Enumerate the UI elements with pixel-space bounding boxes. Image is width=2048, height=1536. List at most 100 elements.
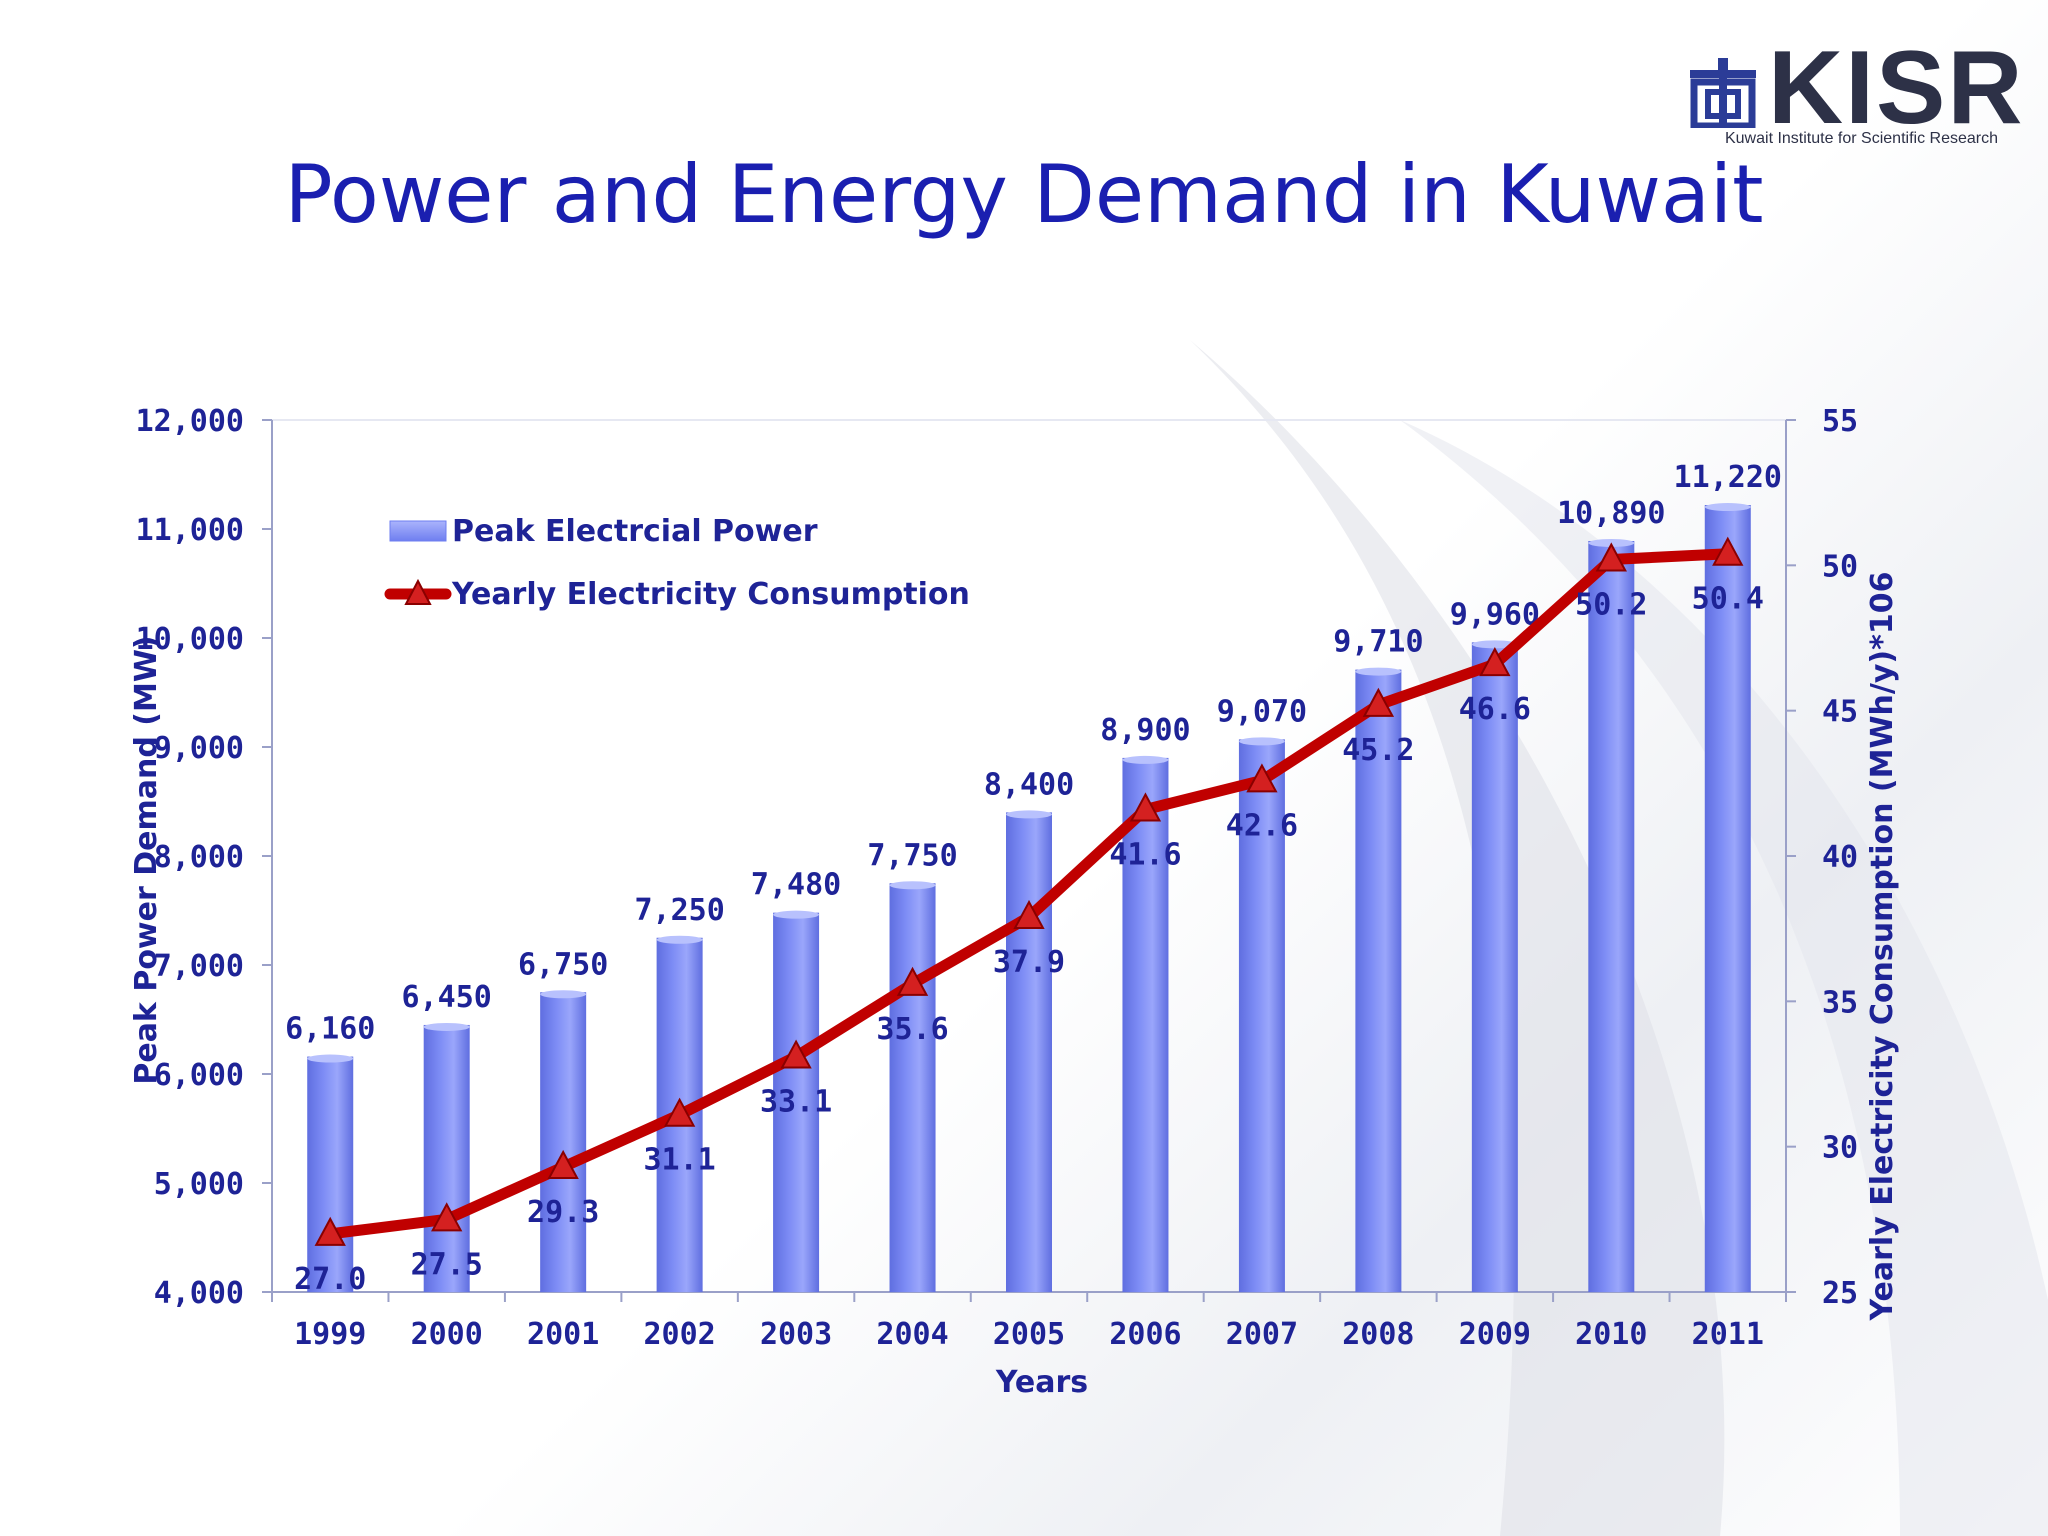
line-data-label: 35.6 bbox=[876, 1012, 948, 1047]
left-tick-label: 9,000 bbox=[154, 731, 244, 766]
line-data-label: 42.6 bbox=[1226, 808, 1298, 843]
bar-data-label: 10,890 bbox=[1557, 496, 1665, 531]
bar-peak-power bbox=[1471, 642, 1518, 1292]
consumption-marker bbox=[1595, 542, 1627, 572]
right-tick-label: 35 bbox=[1822, 985, 1858, 1020]
legend-label-line: Yearly Electricity Consumption bbox=[451, 577, 970, 612]
line-data-label: 29.3 bbox=[527, 1195, 599, 1230]
line-data-label: 27.0 bbox=[294, 1262, 366, 1297]
slide-title: Power and Energy Demand in Kuwait bbox=[284, 148, 1764, 241]
bar-peak-power bbox=[1588, 540, 1635, 1292]
bar-top bbox=[889, 881, 936, 890]
bar-data-label: 11,220 bbox=[1674, 460, 1782, 495]
right-tick-label: 45 bbox=[1822, 695, 1858, 730]
line-data-label: 37.9 bbox=[993, 945, 1065, 980]
bar-top bbox=[1471, 640, 1518, 649]
consumption-marker bbox=[1129, 792, 1162, 822]
line-data-label: 41.6 bbox=[1109, 837, 1181, 872]
bar-peak-power bbox=[307, 1056, 354, 1292]
bar-peak-power bbox=[773, 912, 820, 1292]
bar-peak-power bbox=[1122, 757, 1169, 1292]
right-tick-label: 25 bbox=[1822, 1276, 1858, 1311]
left-tick-label: 12,000 bbox=[136, 404, 244, 439]
line-data-label: 27.5 bbox=[411, 1247, 483, 1282]
x-tick-label: 2006 bbox=[1109, 1317, 1181, 1352]
bar-data-label: 8,400 bbox=[984, 767, 1074, 802]
bar-top bbox=[1006, 810, 1052, 819]
kisr-emblem-icon bbox=[1690, 58, 1756, 128]
consumption-marker bbox=[663, 1097, 696, 1127]
x-tick-label: 2010 bbox=[1575, 1317, 1647, 1352]
bar-peak-power bbox=[1238, 739, 1285, 1292]
bar-data-label: 9,960 bbox=[1450, 597, 1540, 632]
left-tick-label: 8,000 bbox=[154, 840, 244, 875]
bar-peak-power bbox=[423, 1024, 470, 1292]
bar-top bbox=[307, 1054, 354, 1063]
right-tick-label: 55 bbox=[1822, 404, 1858, 439]
bar-data-label: 7,750 bbox=[867, 838, 957, 873]
line-data-label: 33.1 bbox=[760, 1085, 832, 1120]
x-tick-label: 2001 bbox=[527, 1317, 599, 1352]
x-tick-label: 2004 bbox=[876, 1317, 948, 1352]
left-axis-title: Peak Power Demand (MW) bbox=[129, 635, 164, 1084]
x-tick-label: 2005 bbox=[993, 1317, 1065, 1352]
consumption-marker bbox=[780, 1039, 812, 1069]
line-data-label: 31.1 bbox=[643, 1143, 715, 1178]
bar-data-label: 9,070 bbox=[1217, 694, 1307, 729]
bar-top bbox=[1122, 755, 1169, 764]
consumption-marker bbox=[1246, 763, 1278, 793]
left-tick-label: 11,000 bbox=[136, 513, 244, 548]
left-tick-label: 4,000 bbox=[154, 1276, 244, 1311]
bar-data-label: 6,450 bbox=[402, 980, 492, 1015]
line-data-label: 50.4 bbox=[1692, 582, 1764, 617]
bar-peak-power bbox=[1355, 669, 1402, 1292]
bar-top bbox=[773, 910, 820, 919]
bar-data-label: 9,710 bbox=[1333, 625, 1423, 660]
logo-subtitle: Kuwait Institute for Scientific Research bbox=[1724, 130, 1998, 147]
bar-peak-power bbox=[1006, 812, 1052, 1292]
left-tick-label: 7,000 bbox=[154, 949, 244, 984]
bar-data-label: 7,480 bbox=[751, 868, 841, 903]
bar-top bbox=[1238, 737, 1285, 746]
x-tick-label: 1999 bbox=[294, 1317, 366, 1352]
right-tick-label: 40 bbox=[1822, 840, 1858, 875]
legend-triangle-icon bbox=[404, 578, 432, 605]
legend-label-bars: Peak Electrcial Power bbox=[452, 514, 818, 549]
left-tick-label: 10,000 bbox=[136, 622, 244, 657]
right-tick-label: 30 bbox=[1822, 1131, 1858, 1166]
logo-text: KISR bbox=[1768, 30, 2025, 146]
x-tick-label: 2000 bbox=[411, 1317, 483, 1352]
bar-top bbox=[656, 935, 703, 944]
x-tick-label: 2011 bbox=[1692, 1317, 1764, 1352]
line-data-label: 50.2 bbox=[1575, 588, 1647, 623]
bar-data-label: 6,160 bbox=[285, 1012, 375, 1047]
consumption-marker bbox=[1013, 899, 1045, 930]
x-tick-label: 2007 bbox=[1226, 1317, 1298, 1352]
line-data-label: 46.6 bbox=[1459, 692, 1531, 727]
consumption-marker bbox=[547, 1149, 579, 1180]
consumption-marker bbox=[1362, 687, 1395, 717]
x-axis-title: Years bbox=[995, 1365, 1088, 1400]
kisr-logo: KISR Kuwait Institute for Scientific Res… bbox=[1688, 36, 2022, 160]
consumption-marker bbox=[896, 966, 929, 996]
x-tick-label: 2008 bbox=[1342, 1317, 1414, 1352]
consumption-marker bbox=[1712, 536, 1744, 566]
bar-data-label: 6,750 bbox=[518, 947, 608, 982]
consumption-marker bbox=[314, 1216, 346, 1246]
left-tick-label: 5,000 bbox=[154, 1167, 244, 1202]
consumption-marker bbox=[1479, 647, 1511, 677]
right-axis-title: Yearly Electricity Consumption (MWh/y)*1… bbox=[1865, 572, 1900, 1322]
bar-top bbox=[1355, 667, 1402, 676]
legend-bar-swatch bbox=[389, 520, 447, 542]
x-tick-label: 2003 bbox=[760, 1317, 832, 1352]
consumption-marker bbox=[431, 1202, 463, 1232]
bar-peak-power bbox=[889, 883, 936, 1292]
bar-top bbox=[1704, 503, 1751, 512]
bar-peak-power bbox=[540, 992, 587, 1292]
line-data-label: 45.2 bbox=[1342, 733, 1414, 768]
right-tick-label: 50 bbox=[1822, 549, 1858, 584]
bar-data-label: 7,250 bbox=[634, 893, 724, 928]
left-tick-label: 6,000 bbox=[154, 1058, 244, 1093]
bar-data-label: 8,900 bbox=[1100, 713, 1190, 748]
